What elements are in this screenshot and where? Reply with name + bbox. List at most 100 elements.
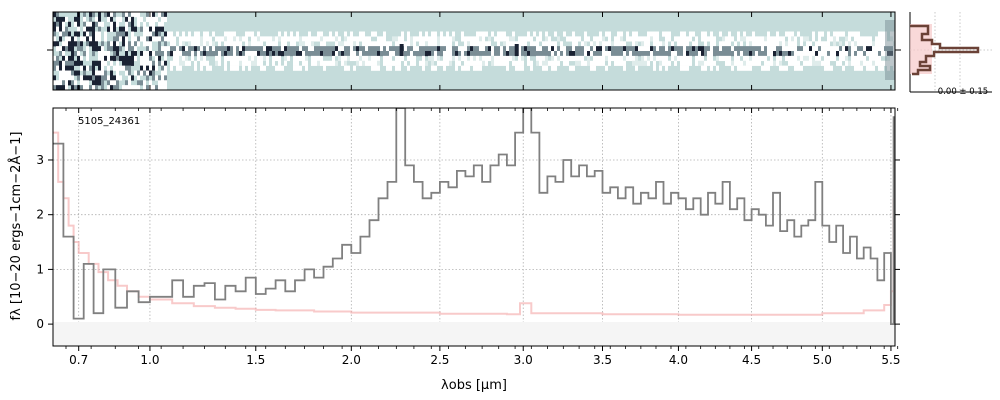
heatmap-cell — [284, 31, 287, 37]
heatmap-cell — [566, 51, 569, 57]
heatmap-cell — [593, 65, 596, 71]
heatmap-cell — [92, 41, 95, 47]
heatmap-cell — [626, 51, 629, 57]
heatmap-cell — [752, 31, 755, 37]
heatmap-cell — [812, 36, 815, 42]
heatmap-cell — [92, 31, 95, 37]
heatmap-cell — [320, 60, 323, 66]
heatmap-cell — [287, 46, 290, 52]
heatmap-cell — [59, 85, 62, 90]
heatmap-cell — [551, 65, 554, 71]
heatmap-cell — [500, 31, 503, 37]
heatmap-cell — [872, 51, 875, 57]
heatmap-cell — [440, 60, 443, 66]
heatmap-cell — [161, 75, 164, 81]
spectrum-1d-frame — [52, 107, 896, 347]
heatmap-cell — [686, 60, 689, 66]
heatmap-cell — [536, 55, 539, 62]
heatmap-cell — [350, 41, 353, 47]
heatmap-cell — [62, 51, 65, 57]
heatmap-cell — [149, 16, 152, 23]
heatmap-cell — [854, 41, 857, 47]
heatmap-cell — [119, 75, 122, 81]
heatmap-cell — [797, 65, 800, 71]
heatmap-cell — [356, 60, 359, 66]
x-tick-label: 1.0 — [140, 353, 159, 367]
heatmap-cell — [386, 46, 389, 52]
heatmap-cell — [614, 36, 617, 42]
heatmap-cell — [680, 65, 683, 71]
heatmap-cell — [632, 31, 635, 37]
heatmap-cell — [371, 51, 374, 57]
heatmap-cell — [653, 51, 656, 57]
heatmap-cell — [473, 46, 476, 52]
heatmap-cell — [413, 51, 416, 57]
heatmap-cell — [248, 31, 251, 37]
heatmap-cell — [743, 65, 746, 71]
heatmap-cell — [722, 55, 725, 62]
heatmap-cell — [68, 70, 71, 76]
heatmap-cell — [677, 41, 680, 47]
heatmap-cell — [569, 46, 572, 52]
heatmap-cell — [509, 41, 512, 47]
heatmap-cell — [362, 60, 365, 66]
heatmap-cell — [857, 46, 860, 52]
heatmap-cell — [182, 31, 185, 37]
heatmap-cell — [65, 31, 68, 37]
heatmap-cell — [635, 55, 638, 62]
heatmap-cell — [554, 31, 557, 37]
heatmap-cell — [380, 46, 383, 52]
heatmap-cell — [134, 70, 137, 76]
heatmap-cell — [98, 36, 101, 42]
heatmap-cell — [659, 51, 662, 57]
heatmap-cell — [644, 60, 647, 66]
heatmap-cell — [293, 41, 296, 47]
heatmap-cell — [716, 65, 719, 71]
heatmap-cell — [833, 41, 836, 47]
heatmap-cell — [599, 60, 602, 66]
heatmap-cell — [545, 46, 548, 52]
heatmap-cell — [548, 60, 551, 66]
heatmap-cell — [533, 41, 536, 47]
heatmap-cell — [206, 31, 209, 37]
x-tick-label: 2.5 — [430, 353, 449, 367]
heatmap-cell — [617, 41, 620, 47]
heatmap-cell — [434, 65, 437, 71]
heatmap-cell — [506, 60, 509, 66]
heatmap-cell — [446, 36, 449, 42]
heatmap-cell — [299, 55, 302, 62]
heatmap-cell — [128, 60, 131, 66]
heatmap-cell — [152, 12, 155, 18]
heatmap-cell — [182, 55, 185, 62]
heatmap-cell — [632, 60, 635, 66]
heatmap-cell — [389, 46, 392, 52]
heatmap-cell — [764, 51, 767, 57]
heatmap-cell — [479, 31, 482, 37]
heatmap-cell — [464, 46, 467, 52]
heatmap-cell — [518, 55, 521, 62]
heatmap-cell — [347, 51, 350, 57]
heatmap-cell — [167, 31, 170, 37]
heatmap-cell — [146, 46, 149, 52]
heatmap-cell — [605, 65, 608, 71]
heatmap-cell — [65, 36, 68, 42]
heatmap-cell — [803, 51, 806, 57]
heatmap-cell — [749, 51, 752, 57]
heatmap-cell — [608, 55, 611, 62]
heatmap-cell — [683, 41, 686, 47]
heatmap-cell — [767, 31, 770, 37]
heatmap-cell — [368, 55, 371, 62]
heatmap-cell — [311, 55, 314, 62]
heatmap-cell — [188, 31, 191, 37]
heatmap-cell — [446, 55, 449, 62]
heatmap-cell — [206, 60, 209, 66]
heatmap-cell — [725, 55, 728, 62]
heatmap-cell — [827, 31, 830, 37]
heatmap-cell — [389, 65, 392, 71]
heatmap-cell — [296, 31, 299, 37]
heatmap-cell — [569, 65, 572, 71]
heatmap-cell — [92, 65, 95, 71]
heatmap-cell — [74, 31, 77, 37]
heatmap-cell — [383, 46, 386, 52]
